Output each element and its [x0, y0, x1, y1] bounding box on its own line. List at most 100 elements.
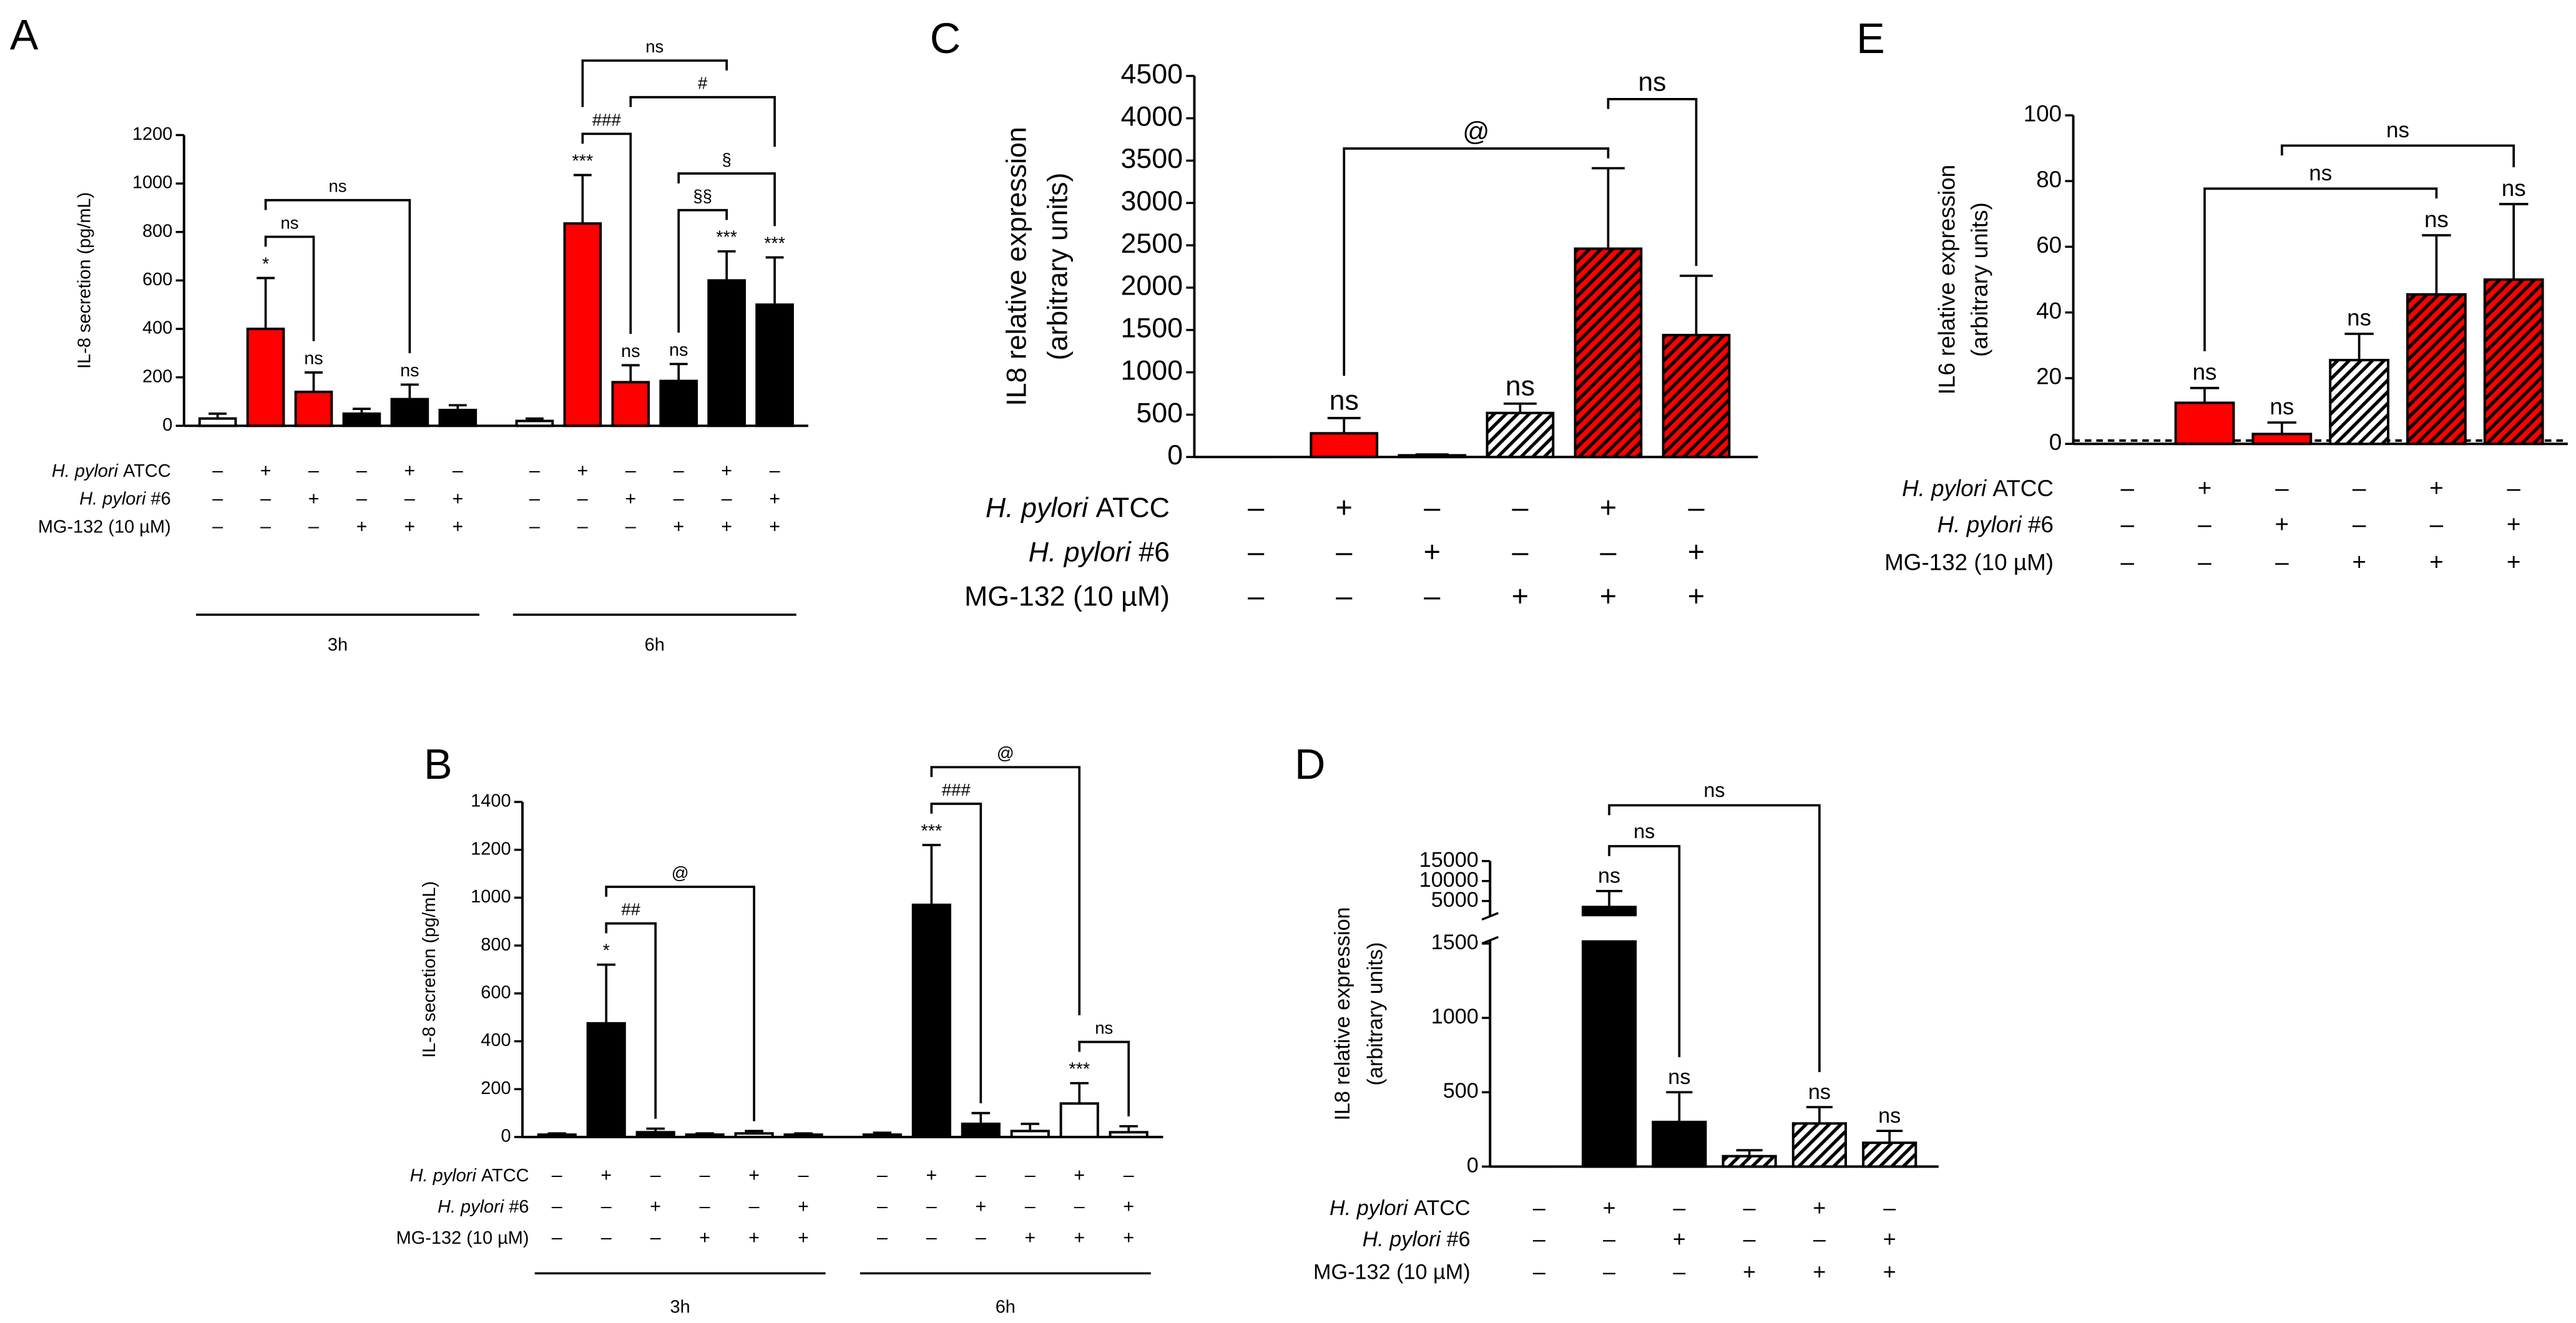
- condition-label-part: ATCC: [1096, 492, 1170, 523]
- condition-sign: +: [1024, 1227, 1036, 1248]
- bar: [2329, 359, 2390, 446]
- condition-sign: +: [1123, 1227, 1134, 1248]
- y-tick-label: 1200: [471, 839, 511, 859]
- y-tick-label: 200: [142, 366, 172, 386]
- bar: [342, 412, 381, 427]
- condition-label-part: #6: [509, 1197, 529, 1217]
- y-tick-label: 10000: [1419, 868, 1479, 892]
- significance-label: ns: [621, 341, 640, 361]
- condition-sign: +: [356, 516, 368, 537]
- condition-sign: –: [625, 516, 636, 537]
- condition-sign: +: [748, 1227, 760, 1248]
- y-tick-label: 1000: [1121, 354, 1183, 386]
- condition-sign: –: [877, 1164, 888, 1186]
- y-tick-label: 80: [2036, 167, 2062, 192]
- bracket-label: ##: [621, 900, 640, 919]
- condition-label-part: H. pylori: [1330, 1196, 1409, 1220]
- panel-letter: E: [1856, 14, 1885, 62]
- significance-label: ns: [1506, 371, 1535, 402]
- condition-sign: –: [1424, 579, 1441, 612]
- condition-label: H. pylori ATCC: [1330, 1196, 1471, 1220]
- y-tick-label: 1400: [471, 791, 511, 811]
- condition-sign: +: [798, 1227, 809, 1248]
- condition-sign: –: [2507, 475, 2520, 502]
- significance-label: ns: [2502, 175, 2526, 201]
- condition-sign: –: [700, 1164, 710, 1186]
- error-bar: [646, 1127, 665, 1133]
- bar: [1574, 247, 1643, 459]
- y-tick-label: 1000: [132, 173, 172, 193]
- condition-sign: –: [926, 1196, 937, 1217]
- error-bar: [621, 364, 640, 383]
- significance-label: ns: [2270, 394, 2294, 419]
- condition-sign: –: [798, 1164, 809, 1186]
- condition-sign: +: [452, 516, 463, 537]
- bar: [537, 1133, 577, 1138]
- bar: [1791, 1122, 1847, 1168]
- error-bar: [353, 408, 371, 414]
- condition-label-part: ATCC: [123, 461, 171, 481]
- condition-label-part: H. pylori: [1937, 512, 2023, 537]
- bar: [2406, 293, 2467, 446]
- condition-sign: –: [212, 516, 223, 537]
- bracket-label: #: [698, 74, 708, 93]
- y-tick-label: 0: [501, 1126, 511, 1146]
- condition-sign: +: [2429, 475, 2444, 502]
- bar: [1582, 906, 1637, 1168]
- bar: [1109, 1131, 1148, 1138]
- condition-sign: –: [673, 488, 684, 509]
- bracket-label: ns: [1633, 820, 1655, 842]
- error-bar: [1876, 1130, 1903, 1143]
- y-axis-label: (arbitrary units): [1042, 173, 1073, 361]
- panel-letter: D: [1295, 740, 1325, 788]
- error-bar: [1666, 1091, 1693, 1122]
- condition-sign: +: [1424, 535, 1441, 568]
- bar: [1652, 1120, 1707, 1168]
- condition-sign: –: [2198, 511, 2211, 538]
- significance-bracket: [930, 766, 1081, 1015]
- y-tick-label: 400: [481, 1030, 511, 1050]
- y-tick-label: 2500: [1121, 228, 1183, 259]
- condition-sign: –: [1025, 1196, 1036, 1217]
- condition-sign: –: [1336, 579, 1353, 612]
- condition-sign: –: [976, 1227, 986, 1248]
- y-tick-label: 4000: [1121, 100, 1183, 132]
- condition-sign: –: [877, 1227, 888, 1248]
- condition-sign: –: [1813, 1226, 1826, 1251]
- condition-sign: –: [453, 460, 463, 481]
- condition-sign: –: [625, 460, 636, 481]
- y-tick-label: 3500: [1121, 143, 1183, 174]
- condition-label-part: H. pylori: [1029, 536, 1132, 567]
- group-label: 6h: [645, 635, 665, 655]
- condition-sign: –: [1603, 1259, 1615, 1284]
- condition-sign: –: [1743, 1194, 1756, 1220]
- condition-sign: –: [926, 1227, 937, 1248]
- condition-sign: –: [356, 488, 367, 509]
- significance-label: ns: [669, 340, 688, 360]
- condition-sign: +: [2507, 511, 2521, 538]
- condition-label: MG-132 (10 µM): [396, 1228, 529, 1248]
- condition-sign: –: [770, 460, 780, 481]
- bar: [198, 417, 237, 427]
- group-label: 3h: [670, 1297, 690, 1317]
- condition-sign: +: [2352, 549, 2366, 576]
- y-tick-label: 200: [481, 1078, 511, 1098]
- bracket-label: ns: [328, 177, 346, 196]
- condition-sign: +: [1688, 535, 1705, 568]
- y-tick-label: 500: [1443, 1079, 1479, 1103]
- significance-bracket: [581, 59, 728, 107]
- condition-label: MG-132 (10 µM): [1884, 549, 2054, 575]
- error-bar: [873, 1131, 892, 1135]
- condition-label-part: H. pylori: [1902, 476, 1987, 501]
- condition-sign: –: [2430, 511, 2444, 538]
- condition-label-part: MG-132 (10 µM): [1313, 1260, 1471, 1284]
- bar: [1721, 1155, 1777, 1168]
- condition-sign: –: [1512, 535, 1529, 568]
- y-tick-label: 2000: [1121, 270, 1183, 301]
- bracket-label: @: [672, 863, 689, 882]
- y-tick-label: 100: [2024, 101, 2062, 127]
- bar: [961, 1122, 1001, 1138]
- condition-sign: –: [673, 460, 684, 481]
- error-bar: [2499, 203, 2529, 280]
- bracket-label: ###: [942, 780, 971, 799]
